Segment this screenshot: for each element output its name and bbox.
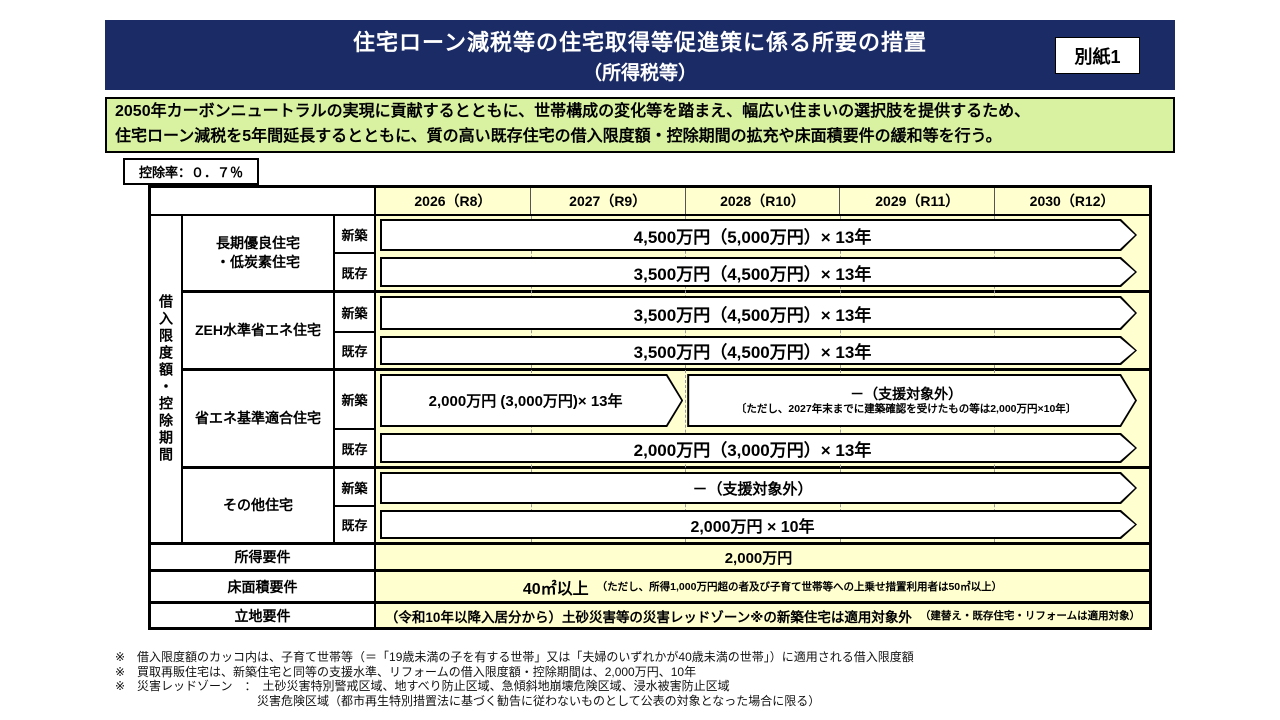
value-text-main: －（支援対象外） (850, 385, 963, 402)
value-text: －（支援対象外） (382, 474, 1135, 502)
value-cell: 3,500万円（4,500万円）× 13年 (376, 293, 1149, 333)
requirement-value-text: 2,000万円 (724, 549, 793, 567)
footnote-line: ※ 災害レッドゾーン ： 土砂災害特別警戒区域、地すべり防止区域、急傾斜地崩壊危… (115, 679, 730, 693)
category-label: ZEH水準省エネ住宅 (183, 293, 335, 371)
year-header: 2030（R12） (994, 188, 1149, 214)
page-title: 住宅ローン減税等の住宅取得等促進策に係る所要の措置 (353, 30, 927, 55)
value-arrow: 3,500万円（4,500万円）× 13年 (380, 336, 1137, 365)
axis-label: 借入限度額・控除期間 (151, 216, 183, 542)
year-header-row: 2026（R8） 2027（R9） 2028（R10） 2029（R11） 20… (376, 188, 1149, 216)
footnote-line: ※ 借入限度額のカッコ内は、子育て世帯等（＝「19歳未満の子を有する世帯」又は「… (115, 650, 914, 664)
category-label: 長期優良住宅 ・低炭素住宅 (183, 216, 335, 293)
requirement-value-note: （ただし、所得1,000万円超の者及び子育て世帯等への上乗せ措置利用者は50㎡以… (596, 581, 1003, 593)
row-type-label: 既存 (335, 430, 376, 469)
value-arrow: 3,500万円（4,500万円）× 13年 (380, 296, 1137, 330)
requirement-value-text: 40㎡以上 (522, 580, 589, 598)
title-bar: 住宅ローン減税等の住宅取得等促進策に係る所要の措置 （所得税等） 別紙1 (105, 20, 1175, 90)
footnote-line: ※ 買取再販住宅は、新築住宅と同等の支援水準、リフォームの借入限度額・控除期間は… (115, 664, 697, 679)
value-arrow: 2,000万円（3,000万円）× 13年 (380, 433, 1137, 463)
requirement-value: 2,000万円 (376, 542, 1149, 569)
value-cell: －（支援対象外） (376, 469, 1149, 507)
value-text: 2,000万円 (3,000万円)× 13年 (382, 376, 681, 425)
requirement-value: （令和10年以降入居分から）土砂災害等の災害レッドゾーン※の新築住宅は適用対象外… (376, 601, 1149, 627)
footnotes: ※ 借入限度額のカッコ内は、子育て世帯等（＝「19歳未満の子を有する世帯」又は「… (115, 650, 914, 708)
requirement-value-text: （令和10年以降入居分から）土砂災害等の災害レッドゾーン※の新築住宅は適用対象外 (384, 609, 912, 625)
requirement-label: 床面積要件 (151, 569, 376, 601)
value-cell: 4,500万円（5,000万円）× 13年 (376, 216, 1149, 254)
row-type-label: 新築 (335, 293, 376, 333)
value-arrow: 2,000万円 (3,000万円)× 13年 (380, 374, 683, 427)
row-type-label: 既存 (335, 254, 376, 293)
value-text-note: 〔ただし、2027年末までに建築確認を受けたもの等は2,000万円×10年〕 (735, 402, 1077, 415)
value-arrow: －（支援対象外） 〔ただし、2027年末までに建築確認を受けたもの等は2,000… (687, 374, 1137, 427)
value-arrow: 3,500万円（4,500万円）× 13年 (380, 257, 1137, 287)
value-arrow: 4,500万円（5,000万円）× 13年 (380, 219, 1137, 251)
requirement-label: 所得要件 (151, 542, 376, 569)
loan-tax-table: 2026（R8） 2027（R9） 2028（R10） 2029（R11） 20… (148, 185, 1152, 630)
value-cell: 3,500万円（4,500万円）× 13年 (376, 333, 1149, 371)
category-label: その他住宅 (183, 469, 335, 542)
value-text: 2,000万円 × 10年 (382, 512, 1135, 537)
value-cell: 2,000万円 (3,000万円)× 13年 －（支援対象外） 〔ただし、202… (376, 371, 1149, 430)
category-label: 省エネ基準適合住宅 (183, 371, 335, 469)
row-type-label: 新築 (335, 371, 376, 430)
value-text-group: －（支援対象外） 〔ただし、2027年末までに建築確認を受けたもの等は2,000… (689, 376, 1135, 425)
summary-line-1: 2050年カーボンニュートラルの実現に貢献するとともに、世帯構成の変化等を踏まえ… (115, 103, 1031, 121)
row-type-label: 新築 (335, 469, 376, 507)
value-arrow: －（支援対象外） (380, 472, 1137, 504)
year-header: 2027（R9） (529, 188, 685, 214)
row-type-label: 既存 (335, 507, 376, 542)
value-text: 4,500万円（5,000万円）× 13年 (382, 221, 1135, 249)
year-header: 2028（R10） (684, 188, 840, 214)
attachment-badge: 別紙1 (1055, 37, 1140, 74)
requirement-value-note: （建替え・既存住宅・リフォームは適用対象） (919, 610, 1141, 622)
requirement-value: 40㎡以上 （ただし、所得1,000万円超の者及び子育て世帯等への上乗せ措置利用… (376, 569, 1149, 601)
row-type-label: 既存 (335, 333, 376, 371)
header-empty-cell (151, 188, 376, 216)
value-text: 3,500万円（4,500万円）× 13年 (382, 298, 1135, 328)
summary-line-2: 住宅ローン減税を5年間延長するとともに、質の高い既存住宅の借入限度額・控除期間の… (115, 128, 1002, 145)
page-subtitle: （所得税等） (582, 63, 697, 84)
year-header: 2029（R11） (839, 188, 994, 214)
value-text: 2,000万円（3,000万円）× 13年 (382, 435, 1135, 461)
value-text: 3,500万円（4,500万円）× 13年 (382, 259, 1135, 285)
footnote-line: 災害危険区域（都市再生特別措置法に基づく勧告に従わないものとして公表の対象となっ… (257, 693, 821, 708)
value-cell: 2,000万円 × 10年 (376, 507, 1149, 542)
value-arrow: 2,000万円 × 10年 (380, 510, 1137, 539)
value-text: 3,500万円（4,500万円）× 13年 (382, 338, 1135, 363)
requirement-label: 立地要件 (151, 601, 376, 627)
value-cell: 3,500万円（4,500万円）× 13年 (376, 254, 1149, 293)
value-cell: 2,000万円（3,000万円）× 13年 (376, 430, 1149, 469)
summary-box: 2050年カーボンニュートラルの実現に貢献するとともに、世帯構成の変化等を踏まえ… (105, 97, 1175, 153)
deduction-rate-box: 控除率：０．７％ (123, 158, 260, 185)
year-header: 2026（R8） (414, 193, 492, 209)
row-type-label: 新築 (335, 216, 376, 254)
